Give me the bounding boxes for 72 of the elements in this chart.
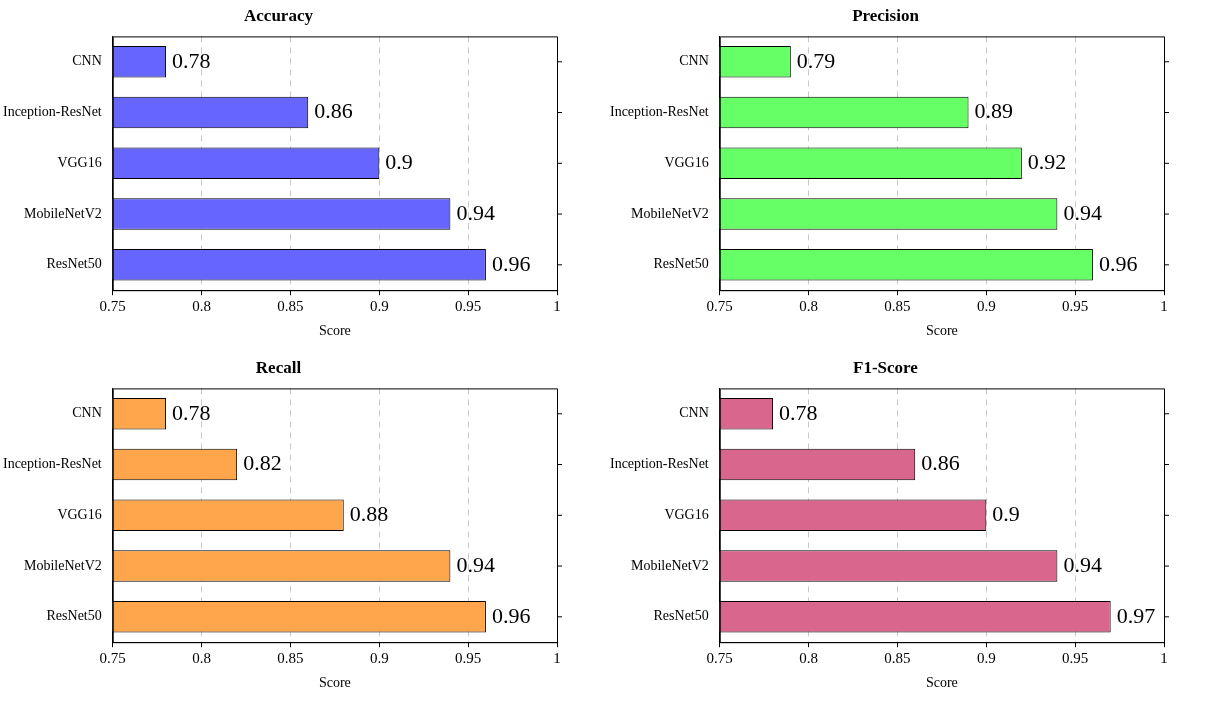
x-tick-label: 1 [1160, 650, 1168, 667]
x-tick-label: 0.75 [706, 298, 733, 315]
x-tick-label: 0.95 [455, 650, 482, 667]
data-label: 0.88 [349, 501, 389, 527]
y-tick-label: VGG16 [57, 154, 102, 170]
data-label: 0.94 [1063, 199, 1102, 225]
x-tick-label: 0.8 [192, 298, 211, 315]
x-tick-label: 0.9 [369, 650, 389, 667]
y-tick-label: ResNet50 [653, 256, 709, 272]
data-label: 0.94 [456, 551, 495, 577]
data-label: 0.96 [1098, 250, 1138, 276]
x-axis-title: Score [925, 323, 958, 339]
y-tick-label: VGG16 [57, 506, 102, 522]
x-tick-label: 1 [553, 298, 561, 315]
data-label: 0.9 [385, 149, 413, 175]
data-label: 0.89 [974, 98, 1014, 124]
x-tick-label: 1 [1160, 298, 1168, 315]
x-tick-label: 1 [553, 650, 561, 667]
data-label: 0.82 [243, 450, 282, 476]
data-label: 0.78 [172, 399, 211, 425]
x-tick-label: 0.75 [706, 650, 733, 667]
x-tick-label: 0.8 [799, 298, 818, 315]
x-tick-label: 0.85 [277, 298, 304, 315]
x-tick-label: 0.9 [976, 650, 996, 667]
y-tick-label: MobileNetV2 [23, 205, 102, 221]
data-label: 0.97 [1116, 602, 1156, 628]
y-tick-label: ResNet50 [46, 608, 102, 624]
data-label: 0.96 [491, 602, 531, 628]
chart-title: F1-Score [853, 357, 919, 377]
data-label: 0.9 [992, 501, 1020, 527]
y-tick-label: Inception-ResNet [3, 104, 102, 120]
y-tick-label: Inception-ResNet [3, 456, 102, 472]
chart-title: Precision [852, 5, 920, 25]
y-tick-label: Inception-ResNet [610, 456, 709, 472]
x-tick-label: 0.8 [192, 650, 211, 667]
data-label: 0.86 [314, 98, 353, 124]
y-tick-label: Inception-ResNet [610, 104, 709, 120]
x-tick-label: 0.85 [277, 650, 304, 667]
y-tick-label: MobileNetV2 [23, 557, 102, 573]
y-tick-label: VGG16 [664, 506, 709, 522]
x-axis-title: Score [925, 675, 958, 691]
y-tick-label: ResNet50 [46, 256, 102, 272]
y-tick-label: CNN [72, 405, 102, 421]
y-tick-label: MobileNetV2 [630, 205, 709, 221]
x-tick-label: 0.9 [369, 298, 389, 315]
y-tick-label: ResNet50 [653, 608, 709, 624]
data-label: 0.78 [779, 399, 818, 425]
x-tick-label: 0.75 [99, 298, 126, 315]
chart-title: Recall [255, 357, 302, 377]
data-label: 0.96 [491, 250, 531, 276]
x-tick-label: 0.95 [1062, 298, 1089, 315]
data-label: 0.94 [456, 199, 495, 225]
y-tick-label: CNN [679, 53, 709, 69]
x-tick-label: 0.8 [799, 650, 818, 667]
data-label: 0.94 [1063, 551, 1102, 577]
y-tick-label: CNN [679, 405, 709, 421]
x-tick-label: 0.85 [884, 298, 911, 315]
x-tick-label: 0.9 [976, 298, 996, 315]
x-tick-label: 0.85 [884, 650, 911, 667]
data-label: 0.86 [921, 450, 960, 476]
data-label: 0.92 [1027, 149, 1067, 175]
x-axis-title: Score [318, 323, 351, 339]
y-tick-label: MobileNetV2 [630, 557, 709, 573]
y-tick-label: CNN [72, 53, 102, 69]
x-axis-title: Score [318, 675, 351, 691]
x-tick-label: 0.95 [1062, 650, 1089, 667]
chart-title: Accuracy [244, 5, 314, 25]
y-tick-label: VGG16 [664, 154, 709, 170]
data-label: 0.78 [172, 47, 211, 73]
x-tick-label: 0.95 [455, 298, 482, 315]
data-label: 0.79 [796, 47, 836, 73]
x-tick-label: 0.75 [99, 650, 126, 667]
